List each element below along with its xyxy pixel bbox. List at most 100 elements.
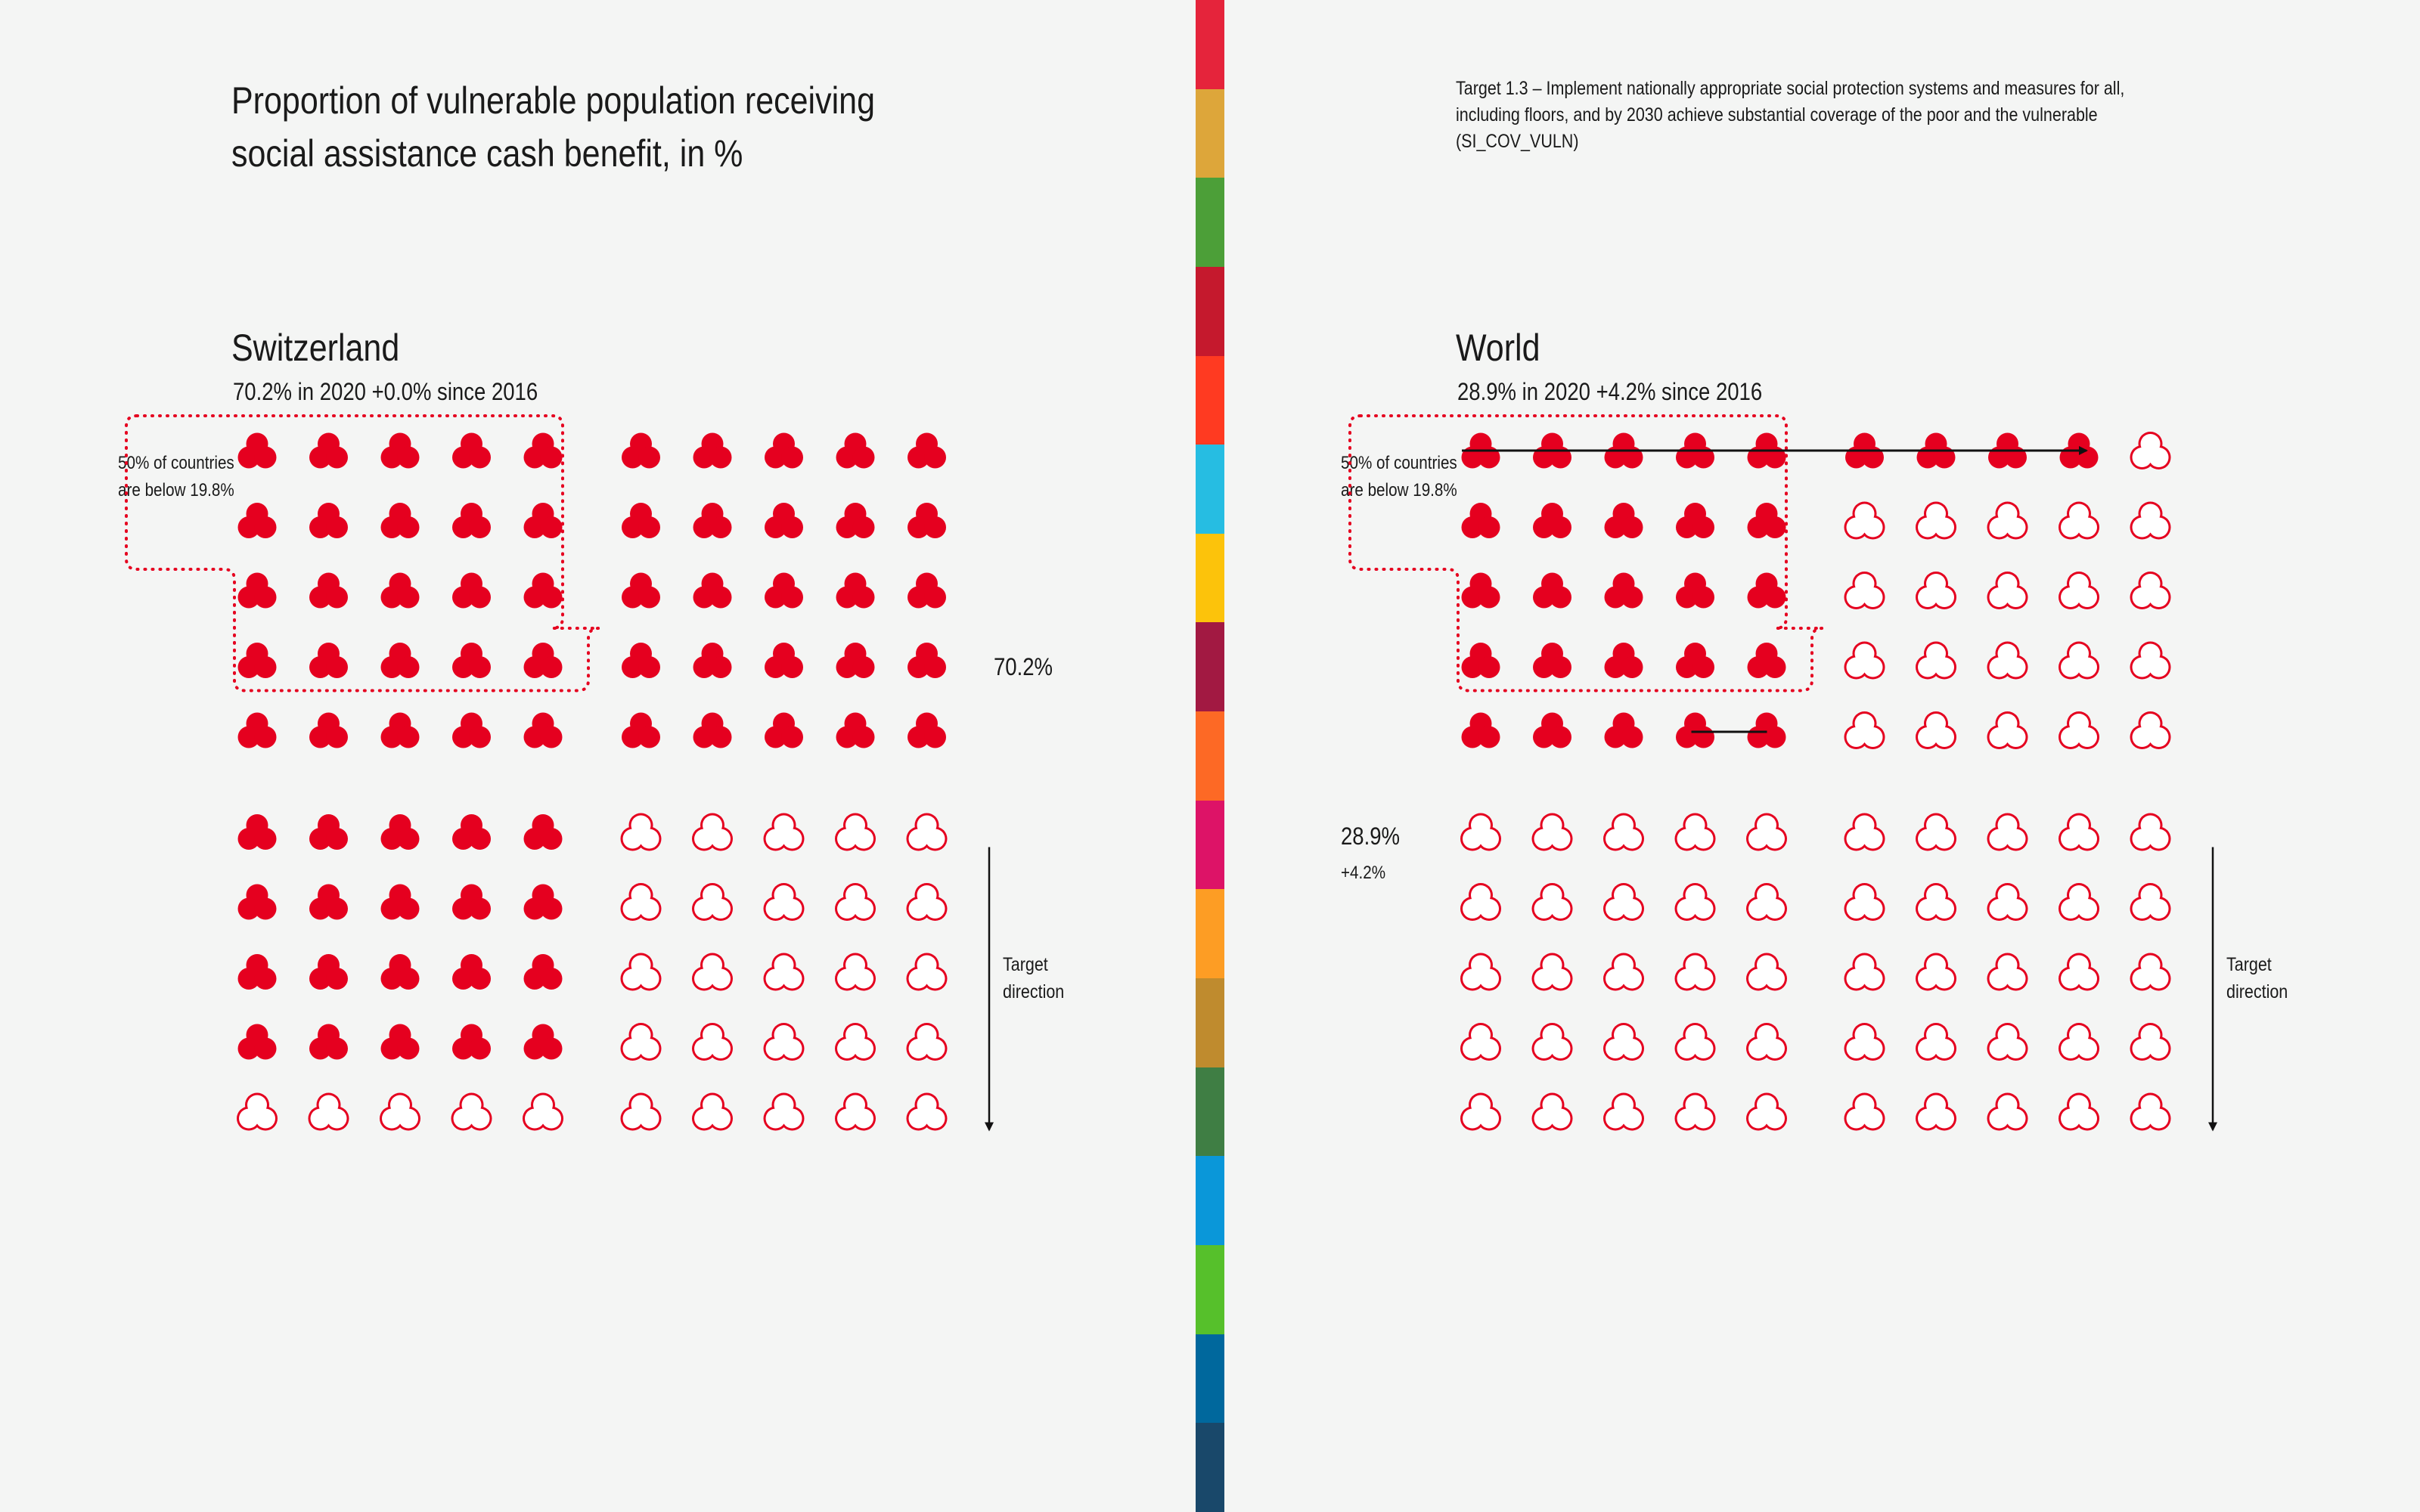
waffle-unit-empty [1531, 1023, 1573, 1061]
waffle-unit-empty [2059, 1023, 2099, 1061]
median-outline [125, 414, 600, 692]
waffle-unit-empty [1746, 813, 1787, 851]
waffle-unit-empty [1674, 1092, 1716, 1131]
waffle-unit-filled [1461, 572, 1500, 609]
waffle-unit-empty [1844, 1023, 1885, 1061]
waffle-unit-empty [1987, 883, 2028, 921]
waffle-unit-filled [380, 572, 420, 609]
waffle-unit-empty [906, 953, 948, 991]
waffle-unit-filled [1533, 503, 1571, 538]
waffle-unit-filled [309, 884, 348, 920]
sdg-strip-segment [1196, 1156, 1224, 1245]
target-direction-label-world: Target direction [2226, 954, 2288, 1002]
waffle-unit-filled [523, 643, 563, 678]
waffle-unit-filled [622, 432, 660, 469]
waffle-unit-filled [309, 954, 348, 990]
waffle-unit-filled [693, 503, 732, 538]
waffle-unit-empty [620, 953, 662, 991]
waffle-unit-filled [380, 954, 420, 990]
waffle-unit-filled [452, 712, 491, 748]
waffle-unit-filled [309, 712, 348, 748]
waffle-unit-empty [763, 883, 805, 921]
waffle-unit-filled [523, 432, 563, 469]
sdg-strip-segment [1196, 88, 1224, 178]
sdg-color-strip [1196, 0, 1224, 1512]
waffle-unit-empty [1460, 953, 1501, 991]
waffle-unit-filled [1747, 432, 1786, 469]
waffle-unit-empty [1916, 572, 1956, 609]
waffle-unit-empty [1844, 1092, 1885, 1131]
waffle-unit-filled [380, 814, 420, 850]
waffle-unit-empty [906, 883, 948, 921]
waffle-unit-filled [237, 814, 277, 850]
waffle-unit-filled [523, 503, 563, 538]
waffle-unit-empty [1987, 711, 2028, 749]
median-outline [1348, 414, 1823, 692]
waffle-unit-filled [836, 572, 875, 609]
waffle-unit-empty [1916, 641, 1956, 680]
waffle-unit-empty [308, 1092, 349, 1131]
waffle-unit-filled [622, 643, 660, 678]
waffle-unit-filled [452, 814, 491, 850]
waffle-unit-filled [380, 884, 420, 920]
waffle-unit-filled [380, 1024, 420, 1060]
waffle-unit-filled [452, 954, 491, 990]
waffle-unit-empty [620, 883, 662, 921]
waffle-unit-empty [692, 883, 733, 921]
waffle-unit-filled [908, 712, 946, 748]
waffle-unit-filled [1533, 643, 1571, 678]
waffle-unit-empty [1844, 641, 1885, 680]
waffle-unit-filled [693, 432, 732, 469]
waffle-unit-empty [451, 1092, 492, 1131]
waffle-unit-filled [1604, 503, 1643, 538]
waffle-unit-filled [523, 1024, 563, 1060]
waffle-unit-empty [2059, 953, 2099, 991]
waffle-unit-filled [452, 572, 491, 609]
waffle-unit-filled [1533, 432, 1571, 469]
waffle-unit-empty [1844, 711, 1885, 749]
median-note-world: 50% of countries are below 19.8% [1341, 453, 1457, 500]
waffle-unit-empty [1987, 1023, 2028, 1061]
waffle-unit-empty [1674, 883, 1716, 921]
waffle-unit-empty [1844, 953, 1885, 991]
waffle-unit-empty [1844, 501, 1885, 540]
waffle-unit-empty [1746, 953, 1787, 991]
waffle-unit-filled [237, 503, 277, 538]
sdg-strip-segment [1196, 889, 1224, 979]
waffle-unit-empty [2059, 641, 2099, 680]
waffle-unit-empty [1531, 1092, 1573, 1131]
waffle-unit-filled [380, 432, 420, 469]
waffle-unit-filled [622, 572, 660, 609]
waffle-unit-filled [1676, 432, 1714, 469]
waffle-unit-empty [1916, 501, 1956, 540]
waffle-unit-filled [908, 432, 946, 469]
waffle-unit-filled [237, 432, 277, 469]
median-note-switzerland: 50% of countries are below 19.8% [118, 453, 234, 500]
waffle-unit-filled [693, 643, 732, 678]
waffle-unit-empty [523, 1092, 563, 1131]
waffle-unit-empty [1603, 883, 1644, 921]
waffle-unit-empty [1987, 813, 2028, 851]
sdg-strip-segment [1196, 0, 1224, 89]
waffle-unit-empty [2059, 572, 2099, 609]
waffle-unit-empty [692, 1092, 733, 1131]
waffle-unit-filled [1676, 712, 1714, 748]
waffle-unit-empty [1987, 953, 2028, 991]
waffle-unit-filled [237, 1024, 277, 1060]
target-description: Target 1.3 – Implement nationally approp… [1456, 78, 2125, 152]
waffle-unit-filled [836, 712, 875, 748]
waffle-unit-filled [1988, 432, 2027, 469]
waffle-unit-filled [1604, 432, 1643, 469]
waffle-unit-filled [452, 432, 491, 469]
sdg-strip-segment [1196, 445, 1224, 534]
waffle-unit-empty [835, 883, 876, 921]
waffle-unit-filled [1461, 432, 1500, 469]
waffle-unit-filled [1845, 432, 1884, 469]
waffle-unit-empty [1674, 813, 1716, 851]
waffle-unit-filled [836, 503, 875, 538]
waffle-unit-empty [2059, 1092, 2099, 1131]
sdg-strip-segment [1196, 800, 1224, 890]
waffle-unit-filled [765, 432, 803, 469]
sdg-strip-segment [1196, 622, 1224, 712]
